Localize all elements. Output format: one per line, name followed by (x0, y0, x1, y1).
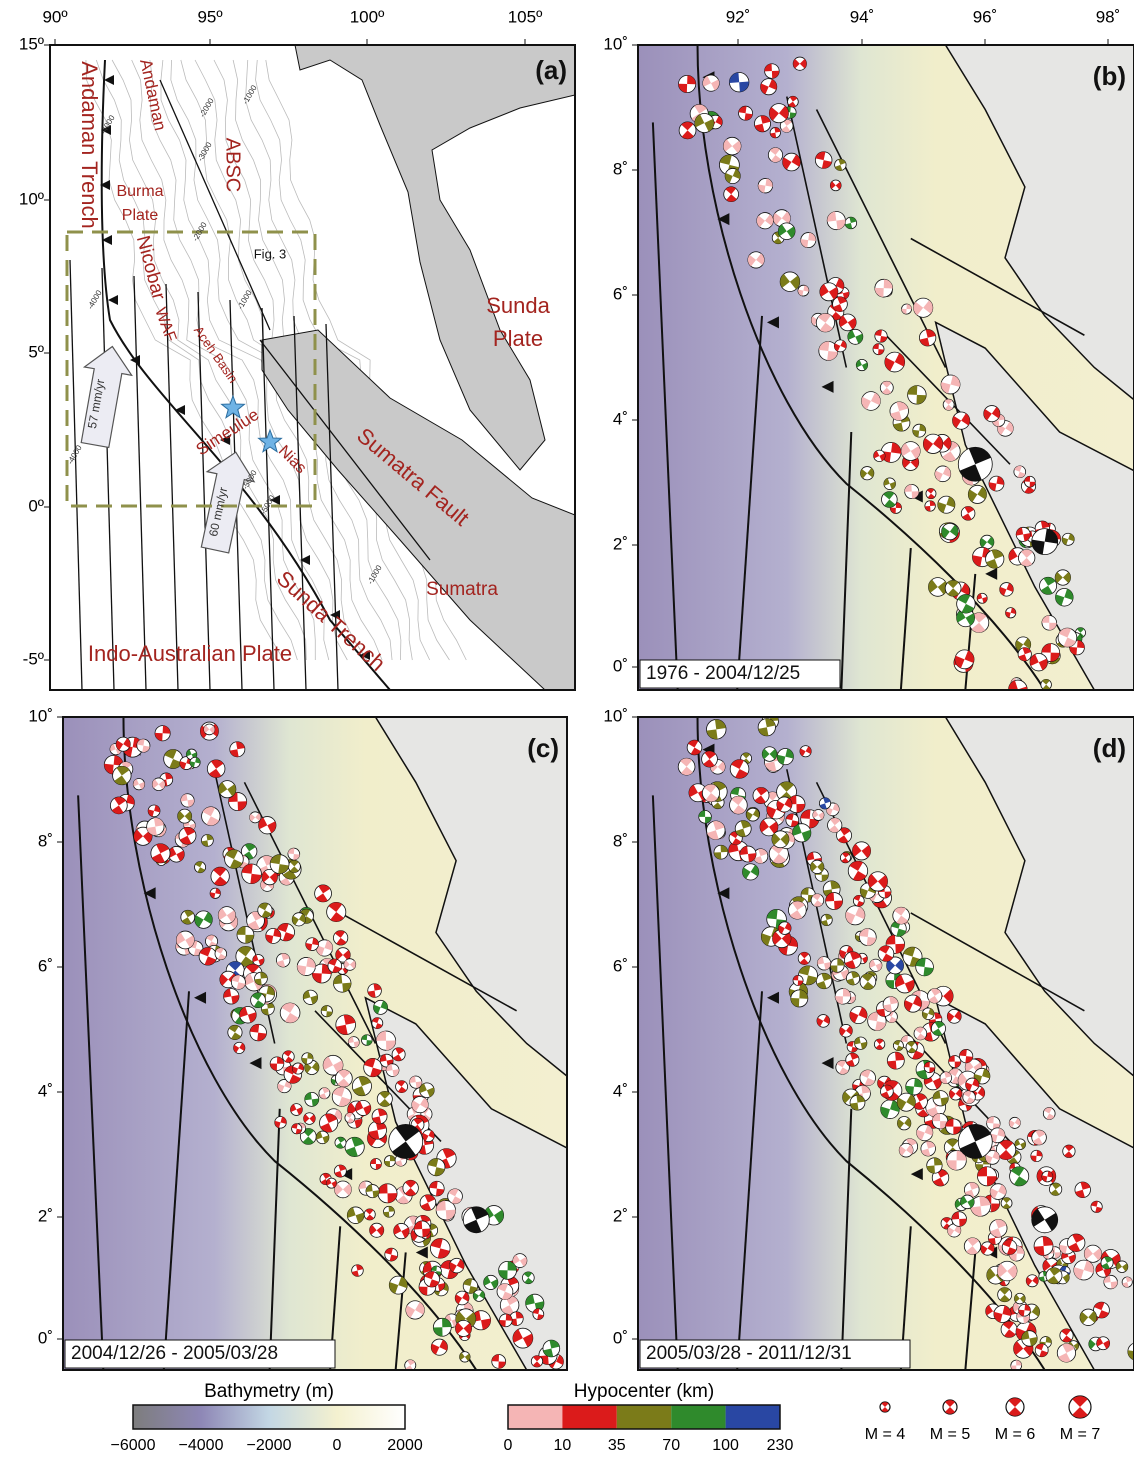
magnitude-label: M = 4 (865, 1426, 906, 1443)
y-tick-label: 0˚ (613, 1328, 628, 1347)
period-label: 1976 - 2004/12/25 (646, 663, 800, 684)
map-label: Plate (493, 326, 543, 351)
colorbar-label: 2000 (387, 1437, 423, 1454)
page: {"panels": [ {"label": "(a)", "x_ticks":… (0, 0, 1134, 1461)
y-tick-label: 2˚ (613, 534, 628, 553)
y-tick-label: 8˚ (38, 831, 53, 850)
map-label: Sumatra (426, 579, 498, 600)
magnitude-label: M = 7 (1060, 1426, 1101, 1443)
legend-title: Hypocenter (km) (574, 1381, 714, 1402)
colorbar-label: 0 (504, 1437, 513, 1454)
period-label: 2004/12/26 - 2005/03/28 (71, 1343, 278, 1364)
colorbar-label: 35 (608, 1437, 626, 1454)
colorbar-label: 230 (767, 1437, 794, 1454)
y-tick-label: 4˚ (38, 1081, 53, 1100)
panel-label: (b) (1093, 61, 1126, 91)
y-tick-label: 10˚ (603, 706, 628, 725)
y-tick-label: 4˚ (613, 409, 628, 428)
panel-label: (a) (535, 55, 567, 85)
panel-label: (c) (527, 733, 559, 763)
map-panel: 2004/12/26 - 2005/03/28 (c) (63, 717, 567, 1371)
y-tick-label: 6˚ (613, 956, 628, 975)
map-label: Indo-Australian Plate (88, 641, 292, 666)
colorbar (133, 1405, 405, 1429)
y-tick-label: 8˚ (613, 831, 628, 850)
colorbar-segment (671, 1405, 725, 1429)
y-tick-label: 4˚ (613, 1081, 628, 1100)
y-tick-label: 6˚ (613, 284, 628, 303)
figure: Andaman TrenchAndamanBurmaPlateABSCNicob… (0, 0, 1134, 1461)
panel-label: (d) (1093, 733, 1126, 763)
y-tick-label: 2˚ (613, 1206, 628, 1225)
colorbar-label: 0 (333, 1437, 342, 1454)
x-tick-label: 92˚ (726, 7, 751, 26)
y-tick-label: 10˚ (603, 34, 628, 53)
map-panel: 2005/03/28 - 2011/12/31 (d) (638, 713, 1134, 1386)
colorbar-segment (617, 1405, 671, 1429)
y-tick-label: 15º (19, 34, 44, 53)
period-label: 2005/03/28 - 2011/12/31 (646, 1343, 852, 1364)
focal-mechanism (1126, 1373, 1134, 1385)
x-tick-label: 100º (350, 7, 385, 26)
map-label: Burma (116, 183, 163, 200)
legend-title: Bathymetry (m) (204, 1381, 334, 1402)
y-tick-label: 5º (28, 342, 44, 361)
y-tick-label: 2˚ (38, 1206, 53, 1225)
map-label: ABSC (222, 138, 244, 192)
map-label: Plate (122, 207, 159, 224)
map-label: Sunda (486, 293, 550, 318)
x-tick-label: 95º (197, 7, 222, 26)
map-label: Andaman Trench (77, 61, 102, 229)
y-tick-label: 0˚ (38, 1328, 53, 1347)
x-tick-label: 94˚ (850, 7, 875, 26)
map-label: Fig. 3 (254, 246, 287, 261)
colorbar-label: 100 (712, 1437, 739, 1454)
magnitude-label: M = 6 (995, 1426, 1036, 1443)
y-tick-label: 6˚ (38, 956, 53, 975)
y-tick-label: 0˚ (613, 656, 628, 675)
x-tick-label: 90º (42, 7, 67, 26)
colorbar-segment (562, 1405, 616, 1429)
x-tick-label: 98˚ (1096, 7, 1121, 26)
panel-a: Andaman TrenchAndamanBurmaPlateABSCNicob… (50, 45, 575, 690)
colorbar-segment (726, 1405, 780, 1429)
colorbar-label: 70 (662, 1437, 680, 1454)
colorbar-segment (508, 1405, 562, 1429)
y-tick-label: -5º (23, 649, 44, 668)
map-panel: 1976 - 2004/12/25 (b) (638, 45, 1134, 699)
y-tick-label: 10˚ (28, 706, 53, 725)
colorbar-label: 10 (554, 1437, 572, 1454)
x-tick-label: 96˚ (973, 7, 998, 26)
colorbar-label: −4000 (179, 1437, 224, 1454)
y-tick-label: 10º (19, 189, 44, 208)
y-tick-label: 0º (28, 496, 44, 515)
y-tick-label: 8˚ (613, 159, 628, 178)
x-tick-label: 105º (508, 7, 543, 26)
focal-quadrant (1127, 1373, 1134, 1385)
colorbar-label: −6000 (111, 1437, 156, 1454)
magnitude-label: M = 5 (930, 1426, 971, 1443)
colorbar-label: −2000 (247, 1437, 292, 1454)
